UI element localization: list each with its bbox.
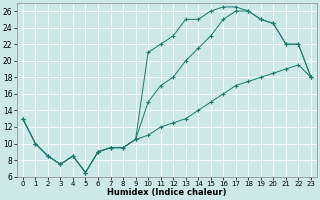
X-axis label: Humidex (Indice chaleur): Humidex (Indice chaleur) [107,188,227,197]
